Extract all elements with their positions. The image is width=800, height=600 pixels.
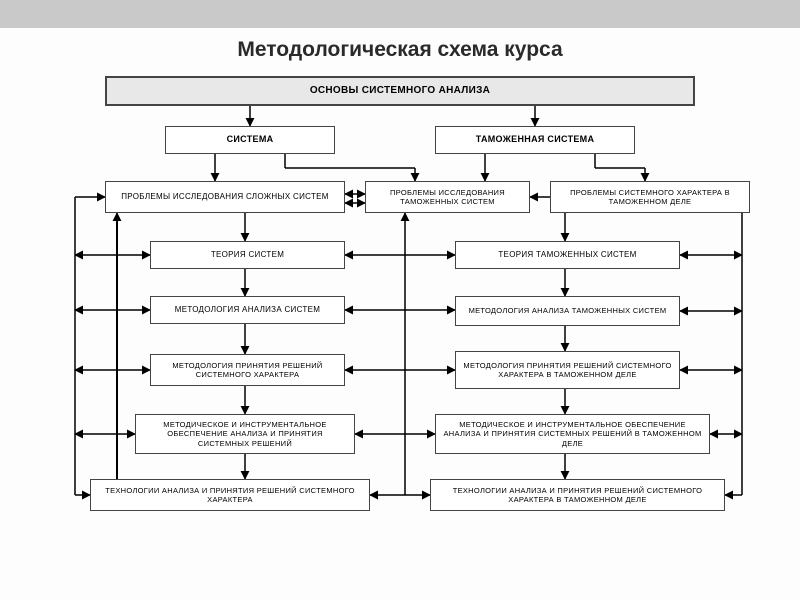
node-l4: МЕТОДОЛОГИЯ ПРИНЯТИЯ РЕШЕНИЙ СИСТЕМНОГО … bbox=[150, 354, 345, 386]
top-bar bbox=[0, 0, 800, 28]
node-r5: МЕТОДИЧЕСКОЕ И ИНСТРУМЕНТАЛЬНОЕ ОБЕСПЕЧЕ… bbox=[435, 414, 710, 454]
node-l3: МЕТОДОЛОГИЯ АНАЛИЗА СИСТЕМ bbox=[150, 296, 345, 324]
node-l5: МЕТОДИЧЕСКОЕ И ИНСТРУМЕНТАЛЬНОЕ ОБЕСПЕЧЕ… bbox=[135, 414, 355, 454]
node-tsys: ТАМОЖЕННАЯ СИСТЕМА bbox=[435, 126, 635, 154]
node-m1: ПРОБЛЕМЫ ИССЛЕДОВАНИЯ ТАМОЖЕННЫХ СИСТЕМ bbox=[365, 181, 530, 213]
diagram-canvas: ОСНОВЫ СИСТЕМНОГО АНАЛИЗА СИСТЕМА ТАМОЖЕ… bbox=[35, 76, 765, 586]
node-r2: ТЕОРИЯ ТАМОЖЕННЫХ СИСТЕМ bbox=[455, 241, 680, 269]
node-root: ОСНОВЫ СИСТЕМНОГО АНАЛИЗА bbox=[105, 76, 695, 106]
node-r6: ТЕХНОЛОГИИ АНАЛИЗА И ПРИНЯТИЯ РЕШЕНИЙ СИ… bbox=[430, 479, 725, 511]
node-r1: ПРОБЛЕМЫ СИСТЕМНОГО ХАРАКТЕРА В ТАМОЖЕНН… bbox=[550, 181, 750, 213]
node-r3: МЕТОДОЛОГИЯ АНАЛИЗА ТАМОЖЕННЫХ СИСТЕМ bbox=[455, 296, 680, 326]
node-l2: ТЕОРИЯ СИСТЕМ bbox=[150, 241, 345, 269]
node-l1: ПРОБЛЕМЫ ИССЛЕДОВАНИЯ СЛОЖНЫХ СИСТЕМ bbox=[105, 181, 345, 213]
node-sys: СИСТЕМА bbox=[165, 126, 335, 154]
node-l6: ТЕХНОЛОГИИ АНАЛИЗА И ПРИНЯТИЯ РЕШЕНИЙ СИ… bbox=[90, 479, 370, 511]
node-r4: МЕТОДОЛОГИЯ ПРИНЯТИЯ РЕШЕНИЙ СИСТЕМНОГО … bbox=[455, 351, 680, 389]
page-title: Методологическая схема курса bbox=[0, 38, 800, 62]
